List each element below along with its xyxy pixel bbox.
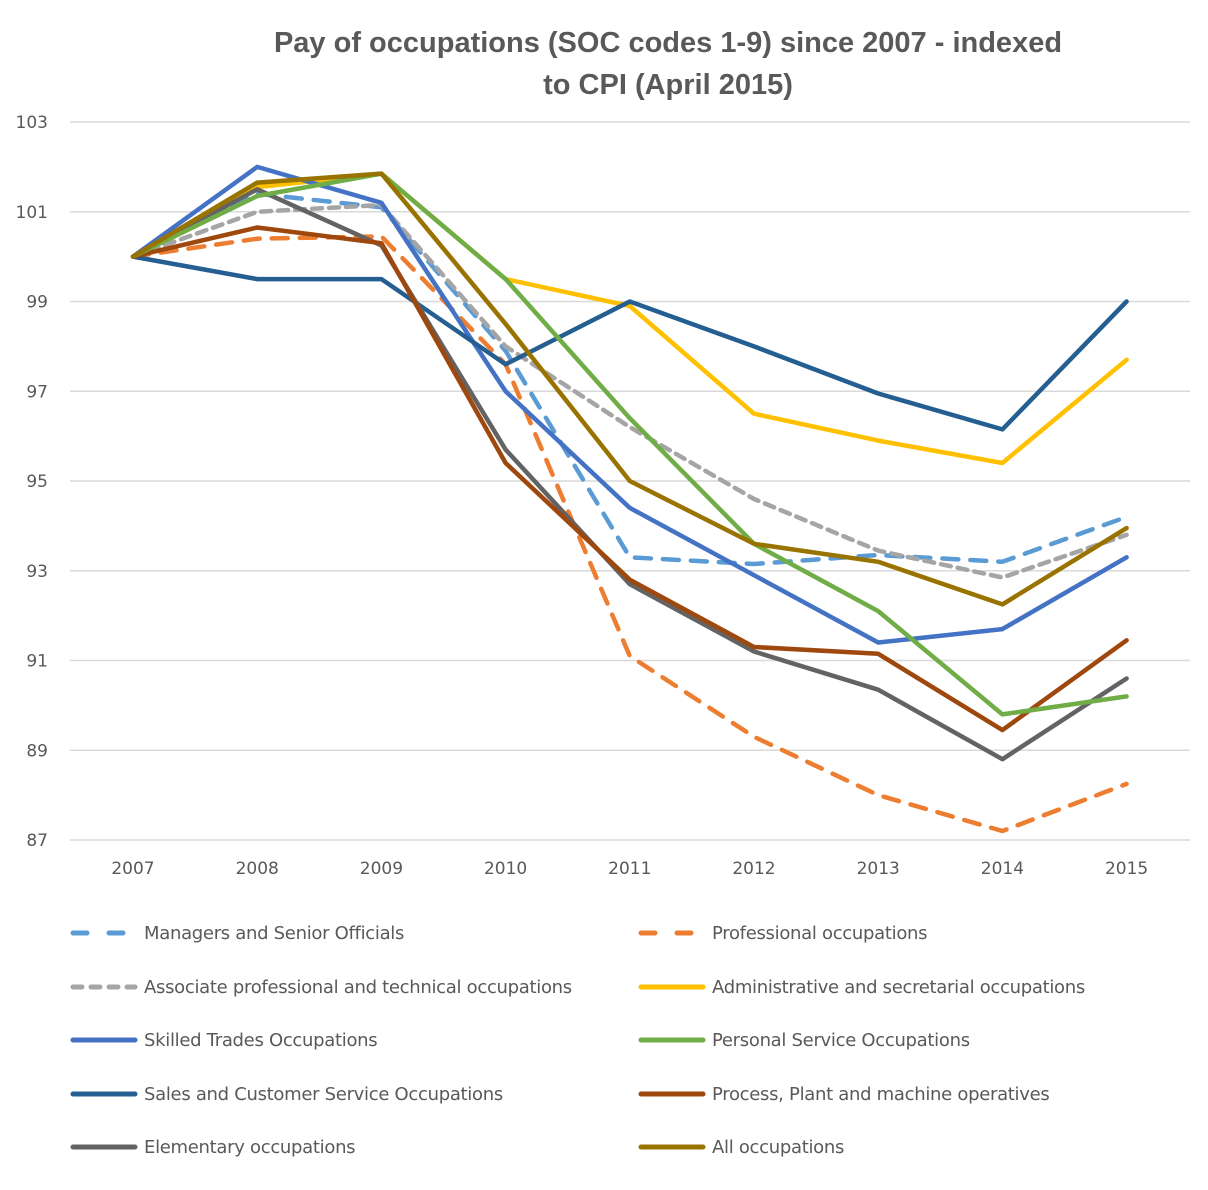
series-line-process-plant-and-machine-operatives xyxy=(130,225,1129,733)
series-lines xyxy=(130,164,1129,834)
y-tick-label: 95 xyxy=(26,472,48,492)
legend-line-icon xyxy=(70,1144,138,1150)
legend-label: Personal Service Occupations xyxy=(712,1029,970,1051)
legend-item-elementary-occupations: Elementary occupations xyxy=(70,1133,356,1161)
line-chart: 103 101 99 97 95 93 91 89 87 2007 2008 2009 2010 201… xyxy=(16,113,1190,879)
legend-item-process-plant-and-machine-operatives: Process, Plant and machine operatives xyxy=(638,1080,1050,1108)
series-line-sales-and-customer-service-occupations xyxy=(130,254,1129,432)
legend-label: All occupations xyxy=(712,1136,845,1158)
x-tick-label: 2015 xyxy=(1105,859,1148,879)
legend-line-icon xyxy=(70,1037,138,1043)
legend: Managers and Senior Officials Professiona… xyxy=(0,905,1208,1175)
legend-line-icon xyxy=(70,1091,138,1097)
x-tick-label: 2008 xyxy=(236,859,279,879)
x-tick-label: 2014 xyxy=(981,859,1024,879)
x-tick-label: 2012 xyxy=(732,859,775,879)
y-axis-ticks: 103 101 99 97 95 93 91 89 87 xyxy=(16,113,48,851)
legend-item-all-occupations: All occupations xyxy=(638,1133,844,1161)
series-line-personal-service-occupations xyxy=(130,171,1129,717)
legend-line-icon xyxy=(638,1091,706,1097)
x-tick-label: 2009 xyxy=(360,859,403,879)
legend-label: Managers and Senior Officials xyxy=(144,922,405,944)
legend-label: Professional occupations xyxy=(712,922,928,944)
chart-title-line-2: to CPI (April 2015) xyxy=(543,69,793,101)
chart-title: Pay of occupations (SOC codes 1-9) since… xyxy=(0,22,1208,106)
series-line-managers-and-senior-officials xyxy=(130,191,1129,567)
y-tick-label: 89 xyxy=(26,741,48,761)
legend-item-sales-and-customer-service-occupations: Sales and Customer Service Occupations xyxy=(70,1080,503,1108)
legend-item-administrative-and-secretarial-occupations: Administrative and secretarial occupatio… xyxy=(638,973,1085,1001)
chart-title-line-1: Pay of occupations (SOC codes 1-9) since… xyxy=(273,27,1063,59)
legend-label: Elementary occupations xyxy=(144,1136,356,1158)
y-tick-label: 91 xyxy=(26,652,48,672)
legend-line-icon xyxy=(638,930,706,936)
y-tick-label: 93 xyxy=(26,562,48,582)
legend-line-icon xyxy=(638,1037,706,1043)
legend-label: Sales and Customer Service Occupations xyxy=(144,1083,503,1105)
x-axis-ticks: 2007 2008 2009 2010 2011 2012 2013 2014 2015 xyxy=(111,859,1148,879)
series-line-professional-occupations xyxy=(130,234,1129,834)
legend-line-icon xyxy=(638,984,706,990)
x-tick-label: 2011 xyxy=(608,859,651,879)
legend-item-skilled-trades-occupations: Skilled Trades Occupations xyxy=(70,1026,378,1054)
y-tick-label: 87 xyxy=(26,831,48,851)
y-tick-label: 101 xyxy=(16,203,48,223)
series-line-elementary-occupations xyxy=(130,187,1129,762)
legend-line-icon xyxy=(70,930,138,936)
legend-line-icon xyxy=(70,984,138,990)
legend-item-managers-and-senior-officials: Managers and Senior Officials xyxy=(70,919,404,947)
x-tick-label: 2007 xyxy=(111,859,154,879)
legend-item-associate-professional-and-technical-occupations: Associate professional and technical occ… xyxy=(70,973,572,1001)
legend-label: Process, Plant and machine operatives xyxy=(712,1083,1050,1105)
legend-line-icon xyxy=(638,1144,706,1150)
legend-label: Skilled Trades Occupations xyxy=(144,1029,378,1051)
series-line-administrative-and-secretarial-occupations xyxy=(130,171,1129,466)
y-tick-label: 103 xyxy=(16,113,48,133)
legend-label: Associate professional and technical occ… xyxy=(144,976,572,998)
x-tick-label: 2010 xyxy=(484,859,527,879)
legend-label: Administrative and secretarial occupatio… xyxy=(712,976,1085,998)
legend-item-professional-occupations: Professional occupations xyxy=(638,919,928,947)
x-tick-label: 2013 xyxy=(857,859,900,879)
y-tick-label: 99 xyxy=(26,293,48,313)
y-tick-label: 97 xyxy=(26,382,48,402)
legend-item-personal-service-occupations: Personal Service Occupations xyxy=(638,1026,970,1054)
